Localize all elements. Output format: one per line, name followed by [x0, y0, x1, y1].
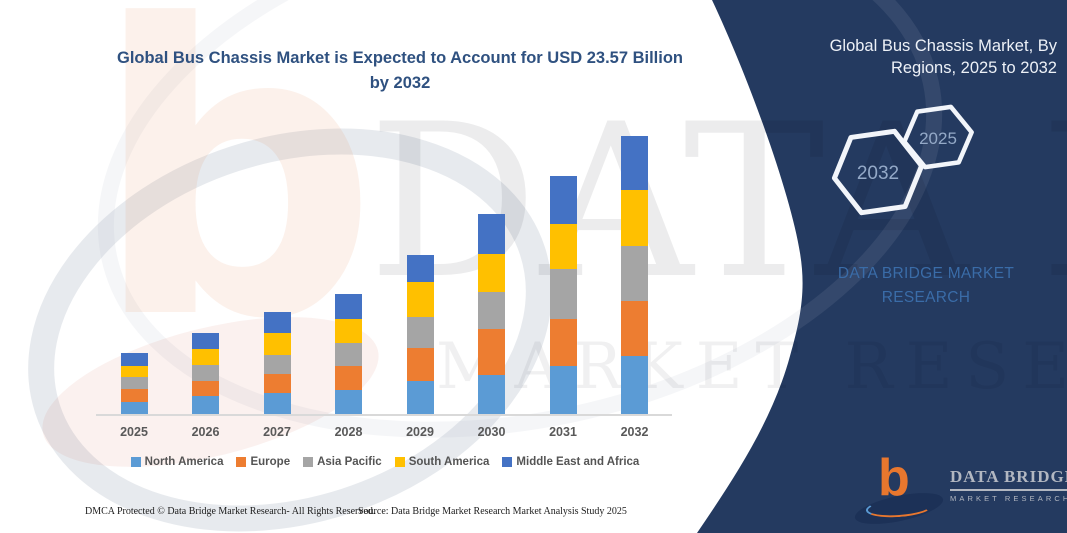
hexagon-2025-label: 2025	[919, 129, 957, 148]
bar-segment-2026-europe	[192, 380, 219, 397]
panel-brand-line2: RESEARCH	[881, 289, 971, 306]
x-axis-label-2028: 2028	[334, 425, 363, 439]
hexagon-2025-shape	[902, 104, 974, 170]
bar-segment-2030-asia-pacific	[478, 291, 505, 330]
footer-dmca-text: DMCA Protected © Data Bridge Market Rese…	[85, 506, 376, 517]
bar-segment-2030-europe	[478, 329, 505, 375]
bar-segment-2025-north-america	[120, 401, 148, 414]
bar-segment-2031-middle-east-and-africa	[549, 175, 577, 225]
logo-tagline: MARKET RESEARCH	[950, 494, 1067, 503]
bar-segment-2032-middle-east-and-africa	[621, 136, 648, 190]
footer-source-text: Source: Data Bridge Market Research Mark…	[358, 506, 627, 517]
bar-segment-2032-europe	[621, 300, 648, 357]
x-axis-label-2029: 2029	[406, 425, 434, 439]
panel-title-line2: Regions, 2025 to 2032	[890, 58, 1057, 77]
bar-segment-2031-south-america	[549, 224, 577, 269]
bar-segment-2027-north-america	[263, 393, 291, 414]
bar-segment-2030-south-america	[478, 254, 505, 292]
bar-segment-2032-asia-pacific	[621, 245, 648, 301]
bar-segment-2030-middle-east-and-africa	[478, 214, 505, 255]
bar-segment-2029-north-america	[406, 380, 434, 414]
bar-segment-2028-europe	[335, 366, 362, 390]
bar-segment-2030-north-america	[478, 374, 505, 414]
hexagon-2032-shape	[831, 128, 925, 216]
bar-segment-2025-europe	[120, 389, 148, 402]
legend-label: Asia Pacific	[317, 456, 382, 468]
bar-segment-2025-middle-east-and-africa	[120, 353, 148, 367]
bar-segment-2027-middle-east-and-africa	[263, 312, 291, 334]
dbmr-logo: b DATA BRIDGE MARKET RESEARCH	[852, 452, 1067, 531]
panel-brand-text: DATA BRIDGE MARKET RESEARCH	[833, 262, 1019, 310]
panel-brand-line1: DATA BRIDGE MARKET	[837, 265, 1015, 282]
bar-segment-2032-north-america	[621, 356, 648, 414]
hexagon-2032-label: 2032	[857, 163, 899, 184]
bar-segment-2029-asia-pacific	[406, 317, 434, 349]
legend-label: Middle East and Africa	[516, 456, 640, 468]
x-axis-label-2026: 2026	[191, 425, 220, 439]
bar-segment-2032-south-america	[621, 189, 648, 246]
legend-swatch-icon	[394, 457, 405, 467]
bar-segment-2029-middle-east-and-africa	[406, 255, 434, 283]
bar-segment-2026-north-america	[192, 396, 219, 414]
chart-title: Global Bus Chassis Market is Expected to…	[98, 46, 702, 96]
legend-item-europe: Europe	[236, 456, 290, 468]
legend-item-asia-pacific: Asia Pacific	[303, 456, 382, 468]
x-axis-label-2027: 2027	[263, 425, 291, 439]
bar-segment-2025-south-america	[120, 366, 148, 378]
watermark-tagline-text: MARKET RESEARCH	[436, 330, 1067, 404]
bar-segment-2027-south-america	[263, 333, 291, 355]
bar-segment-2028-north-america	[335, 389, 362, 414]
bar-segment-2026-south-america	[192, 348, 219, 365]
chart-legend: North America Europe Asia Pacific South Ame…	[92, 456, 678, 468]
legend-item-north-america: North America	[130, 456, 224, 468]
legend-label: Europe	[250, 456, 291, 468]
chart-title-line2: by 2032	[369, 74, 431, 92]
bar-segment-2031-north-america	[549, 366, 577, 414]
logo-text: DATA BRIDGE MARKET RESEARCH	[950, 467, 1067, 503]
x-axis-line	[96, 414, 672, 416]
bar-segment-2031-asia-pacific	[549, 269, 577, 319]
chart-title-line1: Global Bus Chassis Market is Expected to…	[116, 49, 684, 67]
panel-title-line1: Global Bus Chassis Market, By	[829, 37, 1057, 55]
x-axis-label-2032: 2032	[620, 425, 649, 439]
x-axis-label-2030: 2030	[477, 425, 506, 439]
x-axis-label-2031: 2031	[549, 425, 577, 439]
legend-swatch-icon	[130, 457, 141, 467]
x-axis-label-2025: 2025	[120, 425, 148, 439]
legend-item-south-america: South America	[394, 456, 490, 468]
bar-segment-2025-asia-pacific	[120, 377, 148, 389]
bar-segment-2026-asia-pacific	[192, 364, 219, 381]
bar-segment-2027-europe	[263, 374, 291, 394]
bar-segment-2029-south-america	[406, 282, 434, 318]
legend-swatch-icon	[502, 457, 513, 467]
legend-label: South America	[408, 456, 490, 468]
bar-segment-2028-middle-east-and-africa	[335, 293, 362, 319]
legend-swatch-icon	[236, 457, 247, 467]
bar-segment-2029-europe	[406, 348, 434, 381]
bar-segment-2028-asia-pacific	[335, 343, 362, 367]
bar-segment-2027-asia-pacific	[263, 355, 291, 374]
bar-segment-2031-europe	[549, 319, 577, 367]
bar-segment-2026-middle-east-and-africa	[192, 332, 219, 349]
bar-segment-2028-south-america	[335, 318, 362, 344]
legend-label: North America	[144, 456, 224, 468]
legend-swatch-icon	[303, 457, 314, 467]
logo-swoosh-arc-icon	[865, 496, 933, 520]
legend-item-middle-east-and-africa: Middle East and Africa	[502, 456, 639, 468]
logo-name: DATA BRIDGE	[950, 467, 1067, 491]
panel-title: Global Bus Chassis Market, By Regions, 2…	[808, 36, 1057, 79]
